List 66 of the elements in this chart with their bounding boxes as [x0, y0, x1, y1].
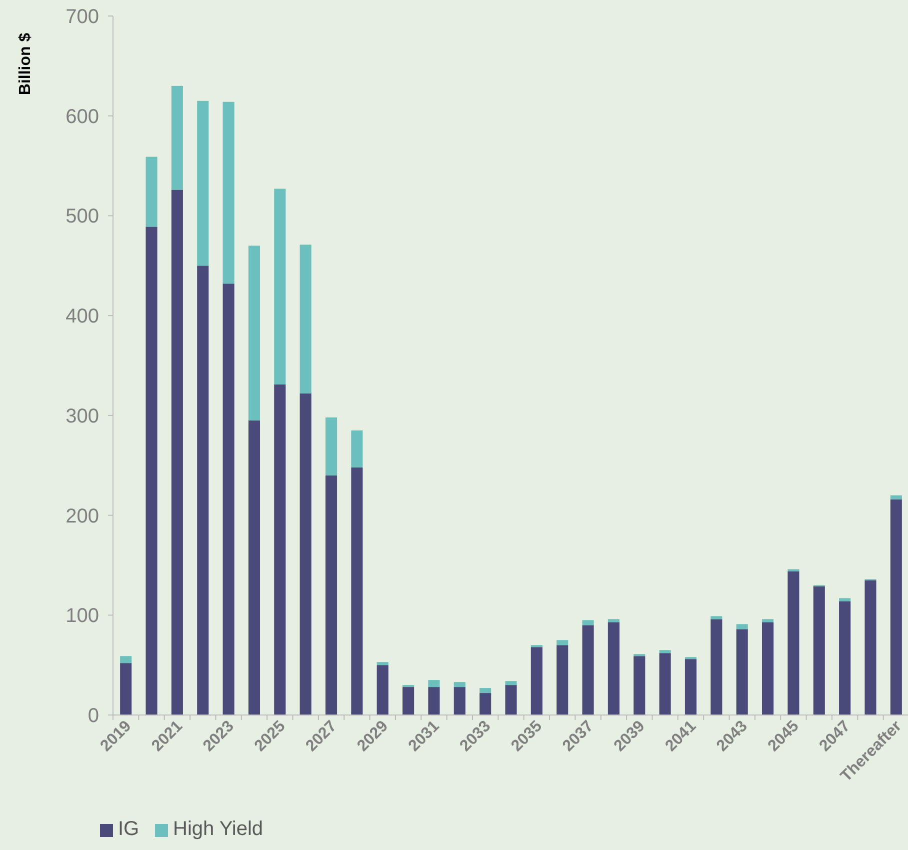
bar	[710, 619, 722, 715]
y-tick-label: 300	[66, 405, 99, 428]
bar	[480, 688, 492, 694]
bar	[505, 681, 517, 686]
legend-label: IG	[118, 818, 140, 840]
bar	[120, 663, 132, 715]
bar	[300, 244, 312, 394]
bar	[454, 687, 466, 715]
bar	[634, 656, 646, 715]
bar	[376, 665, 388, 715]
bar	[171, 86, 183, 190]
bar	[325, 417, 338, 476]
bar	[197, 266, 209, 715]
bar	[274, 384, 286, 715]
bar	[890, 495, 902, 500]
legend-label: High Yield	[173, 818, 264, 840]
bar	[839, 598, 851, 602]
bar	[762, 622, 774, 715]
bar	[248, 420, 260, 715]
bar	[480, 693, 492, 715]
y-tick-label: 700	[66, 6, 99, 28]
bar	[556, 645, 568, 715]
bar	[146, 226, 158, 715]
bar	[274, 188, 286, 384]
bar	[813, 586, 825, 715]
bar	[530, 647, 542, 715]
bar	[505, 685, 517, 715]
bar	[659, 653, 671, 715]
bar	[659, 650, 671, 654]
bar	[839, 601, 851, 715]
bar	[428, 687, 440, 715]
bar	[171, 190, 183, 715]
bar	[325, 475, 338, 715]
bar	[608, 622, 620, 715]
bar	[788, 571, 800, 715]
bar	[300, 393, 312, 715]
y-tick-label: 200	[66, 505, 99, 528]
bar	[351, 430, 363, 468]
bar	[864, 580, 876, 715]
bar	[222, 102, 234, 284]
y-tick-label: 600	[66, 106, 99, 128]
bar	[582, 625, 594, 715]
y-tick-label: 500	[66, 206, 99, 228]
bar	[146, 156, 158, 227]
bar	[736, 624, 748, 630]
bar	[556, 640, 568, 646]
bar	[222, 284, 234, 715]
bar	[454, 682, 466, 688]
y-tick-label: 100	[66, 605, 99, 628]
bar	[684, 659, 697, 715]
bar	[120, 656, 132, 664]
y-axis-title: Billion $	[17, 32, 34, 96]
bar	[736, 629, 748, 715]
bar	[197, 100, 209, 266]
y-tick-label: 0	[88, 705, 99, 727]
bar	[762, 619, 774, 622]
bar	[248, 246, 260, 420]
y-tick-label: 400	[66, 306, 99, 328]
bar	[710, 616, 722, 620]
bar	[582, 620, 594, 626]
bar	[890, 499, 902, 715]
bar	[608, 619, 620, 622]
bar	[402, 687, 414, 715]
bar	[351, 467, 363, 715]
bar	[376, 662, 388, 666]
bar	[428, 680, 440, 688]
